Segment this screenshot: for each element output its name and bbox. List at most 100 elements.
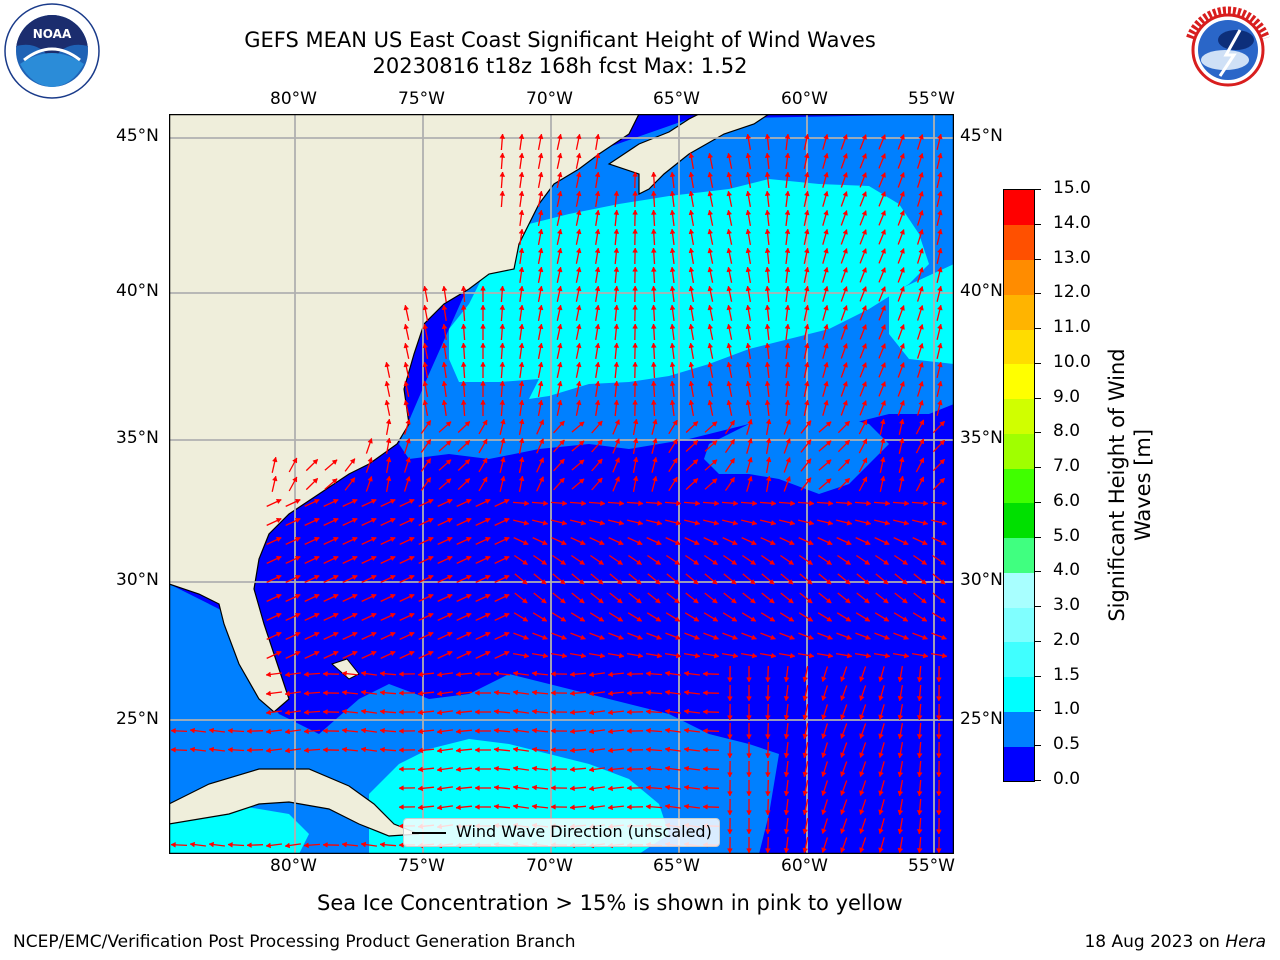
wave-arrow-head bbox=[803, 361, 810, 368]
wave-arrow-head bbox=[550, 766, 556, 772]
wave-arrow-head bbox=[683, 689, 690, 696]
wave-arrow-head bbox=[538, 419, 544, 426]
wave-arrow-head bbox=[313, 632, 320, 638]
wave-arrow-head bbox=[898, 418, 905, 425]
lon-tick-top: 80°W bbox=[270, 89, 317, 109]
wave-arrow-head bbox=[897, 676, 904, 683]
wave-arrow-head bbox=[556, 304, 563, 311]
wave-arrow-head bbox=[726, 342, 733, 349]
land-nova-scotia bbox=[607, 114, 771, 195]
wave-arrow-head bbox=[578, 478, 585, 484]
wave-arrow-head bbox=[840, 847, 846, 853]
wave-arrow-head bbox=[823, 323, 829, 330]
wave-arrow-head bbox=[441, 380, 448, 387]
wave-arrow-head bbox=[460, 380, 467, 386]
wave-arrow-head bbox=[303, 747, 309, 754]
wave-arrow-head bbox=[669, 285, 676, 292]
wave-arrow-head bbox=[702, 785, 708, 791]
wave-arrow-head bbox=[597, 420, 603, 427]
wave-arrow-head bbox=[712, 616, 719, 622]
wave-arrow-head bbox=[803, 285, 810, 292]
colorbar-segment bbox=[1004, 433, 1034, 469]
wave-arrow-head bbox=[598, 539, 605, 545]
wave-arrow-head bbox=[367, 475, 373, 482]
colorbar-tick-label: 11.0 bbox=[1053, 317, 1091, 338]
wave-arrow-head bbox=[765, 475, 772, 482]
wave-arrow-head bbox=[518, 190, 525, 197]
wave-arrow-head bbox=[284, 747, 291, 754]
wave-arrow-head bbox=[607, 766, 614, 773]
wave-arrow-head bbox=[265, 842, 272, 849]
wave-arrow-head bbox=[937, 190, 943, 197]
wave-arrow-head bbox=[732, 634, 738, 640]
wave-arrow-head bbox=[556, 209, 563, 216]
wave-arrow-head bbox=[880, 324, 886, 330]
wave-arrow-head bbox=[408, 594, 415, 600]
wave-arrow-head bbox=[626, 728, 632, 734]
wave-arrow-head bbox=[408, 518, 415, 524]
wave-arrow-head bbox=[702, 690, 708, 696]
wave-arrow-head bbox=[594, 152, 601, 159]
wave-arrow-head bbox=[645, 803, 651, 810]
wave-arrow-head bbox=[613, 361, 620, 367]
wave-arrow-head bbox=[859, 676, 865, 683]
wave-arrow-head bbox=[493, 784, 499, 791]
wave-arrow-head bbox=[446, 594, 453, 600]
sea-ice-note: Sea Ice Concentration > 15% is shown in … bbox=[317, 891, 903, 915]
lon-tick-bottom: 65°W bbox=[653, 856, 700, 876]
wave-arrow-head bbox=[446, 518, 453, 524]
wave-arrow-head bbox=[503, 556, 510, 562]
wave-arrow-head bbox=[729, 476, 735, 483]
wave-arrow-head bbox=[613, 380, 620, 386]
wave-arrow-head bbox=[707, 361, 714, 368]
wave-arrow-head bbox=[272, 456, 278, 463]
wave-arrow-head bbox=[613, 209, 620, 215]
wave-arrow-head bbox=[842, 324, 848, 330]
wave-arrow-head bbox=[403, 380, 410, 387]
wave-arrow-head bbox=[537, 304, 544, 311]
wave-arrow-head bbox=[863, 579, 870, 585]
wave-arrow-head bbox=[613, 247, 620, 253]
wave-arrow-head bbox=[313, 613, 320, 619]
lat-tick-left: 40°N bbox=[116, 281, 159, 301]
wave-arrow-head bbox=[688, 171, 695, 178]
wave-arrow-head bbox=[436, 747, 443, 754]
wave-arrow-head bbox=[632, 380, 638, 386]
wave-arrow-head bbox=[726, 152, 733, 159]
wave-arrow-head bbox=[560, 616, 567, 622]
wave-arrow-head bbox=[594, 171, 601, 178]
colorbar-tick-mark bbox=[1034, 223, 1041, 225]
wave-arrow-head bbox=[745, 133, 752, 140]
colorbar-tick-mark bbox=[1034, 189, 1041, 190]
wave-arrow-head bbox=[920, 597, 927, 604]
wave-arrow-head bbox=[745, 380, 752, 387]
wave-arrow-head bbox=[940, 616, 947, 622]
colorbar-tick-mark bbox=[1034, 640, 1041, 642]
wave-arrow-head bbox=[464, 478, 471, 484]
wave-arrow-head bbox=[294, 651, 301, 657]
wave-arrow-head bbox=[688, 209, 695, 216]
wave-arrow-head bbox=[861, 229, 867, 235]
wave-arrow-head bbox=[859, 809, 865, 816]
wave-arrow-head bbox=[499, 361, 506, 367]
wave-arrow-head bbox=[842, 305, 848, 311]
lon-tick-top: 55°W bbox=[908, 89, 955, 109]
wave-arrow-head bbox=[294, 518, 301, 524]
wave-arrow-head bbox=[862, 476, 868, 483]
wave-arrow-head bbox=[784, 380, 791, 387]
wave-arrow-head bbox=[731, 539, 738, 545]
wave-arrow-head bbox=[727, 753, 733, 759]
wave-arrow-head bbox=[823, 190, 829, 197]
wave-arrow-head bbox=[745, 266, 752, 273]
wave-arrow-head bbox=[312, 478, 319, 484]
wave-arrow-head bbox=[899, 153, 905, 159]
wave-arrow-head bbox=[713, 652, 720, 659]
wave-arrow-head bbox=[713, 634, 719, 640]
wave-arrow-head bbox=[550, 804, 556, 810]
wave-arrow-head bbox=[531, 689, 537, 696]
wave-arrow-head bbox=[540, 597, 547, 604]
wave-arrow-head bbox=[692, 478, 699, 484]
wave-arrow-head bbox=[899, 362, 905, 368]
wave-arrow-head bbox=[692, 421, 699, 427]
wave-arrow-head bbox=[784, 228, 791, 235]
